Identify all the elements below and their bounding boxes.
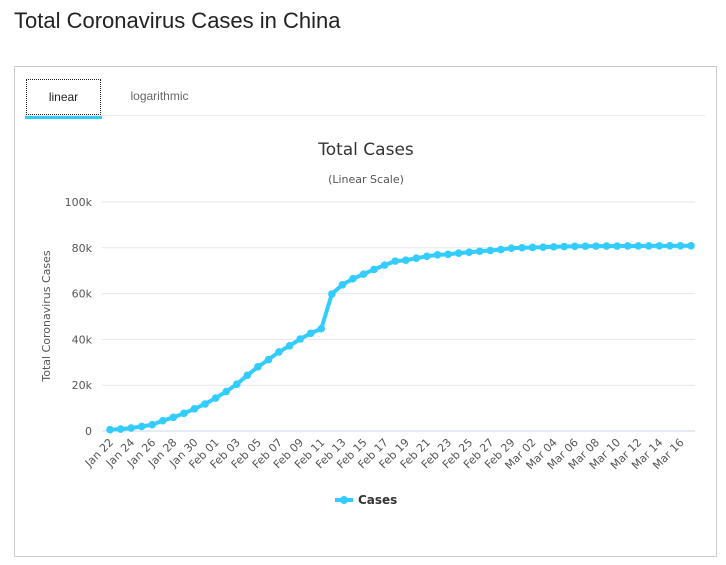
data-point [201,400,209,408]
data-point [391,257,400,265]
chart-panel: linear logarithmic [14,66,717,557]
chart-title: Total Cases [317,140,414,160]
tab-linear[interactable]: linear [25,79,102,119]
data-point [634,242,642,250]
data-point [676,241,685,250]
data-point [106,425,114,434]
data-point [539,243,547,251]
y-axis-label: Total Coronavirus Cases [40,250,53,383]
data-point [549,243,558,251]
y-tick-label: 0 [85,425,92,438]
data-point [412,254,421,262]
data-point [306,329,315,338]
data-point [592,242,600,250]
data-point [380,261,389,269]
data-point [338,280,347,289]
data-point [433,251,442,259]
data-point [560,242,569,251]
data-point [211,394,220,402]
y-tick-label: 40k [72,333,93,346]
data-point [497,245,505,254]
y-tick-label: 100k [65,196,93,209]
data-point [370,265,378,274]
data-point [285,342,294,350]
tab-logarithmic[interactable]: logarithmic [130,89,189,103]
data-point [169,413,178,422]
data-point [137,422,146,431]
data-point [275,348,283,356]
data-point [666,242,674,250]
legend-marker [340,496,348,504]
data-point [423,252,431,261]
data-point [359,270,368,278]
data-point [454,249,463,257]
y-tick-label: 60k [72,288,93,301]
data-point [254,363,262,371]
legend-label: Cases [358,493,397,507]
data-point [581,242,590,251]
data-point [159,416,167,425]
data-point [571,242,579,251]
data-point [222,387,230,396]
series-line [109,243,692,432]
data-point [687,241,695,250]
data-point [232,380,241,388]
data-point [486,246,495,255]
data-point [296,335,304,343]
scale-tabs: linear logarithmic [25,77,706,119]
chart-subtitle: (Linear Scale) [328,173,404,186]
y-tick-label: 20k [72,379,93,392]
data-point [190,405,199,413]
data-point [475,247,484,256]
data-point [349,274,357,283]
data-point [655,242,664,250]
data-point [623,242,632,250]
data-point [180,409,188,418]
page-title: Total Coronavirus Cases in China [14,8,341,33]
data-point [528,243,537,252]
data-point [444,250,452,259]
data-point [328,290,336,298]
data-point [148,420,157,429]
data-point [465,248,473,257]
y-tick-label: 80k [72,242,93,255]
data-point [401,256,410,265]
data-point [116,425,125,433]
data-point [644,242,653,250]
data-point [264,355,273,364]
data-point [317,324,326,333]
data-point [243,371,252,380]
data-point [518,243,526,252]
data-point [613,242,621,250]
data-point [127,424,135,432]
data-point [602,242,611,250]
data-point [507,244,516,253]
